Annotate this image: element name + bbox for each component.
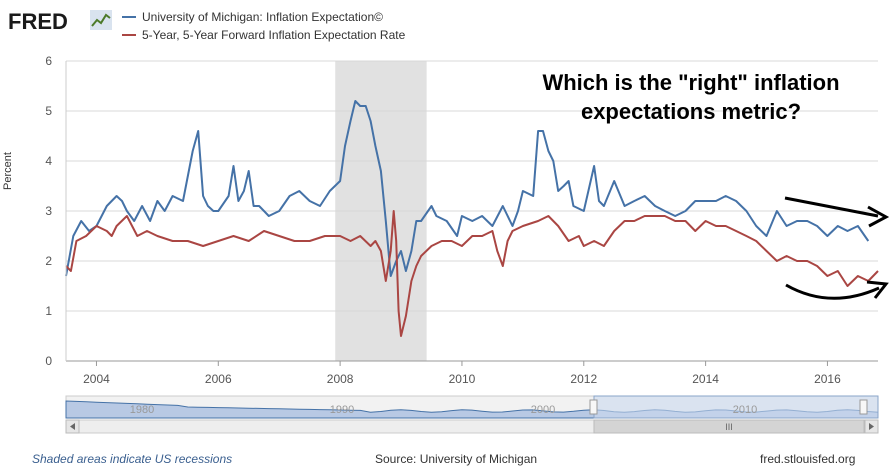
scrollbar-grip: III: [725, 422, 733, 432]
annotation-text: Which is the "right" inflation expectati…: [542, 70, 840, 124]
series-lines: [65, 100, 879, 337]
footer: Shaded areas indicate US recessions Sour…: [0, 448, 895, 466]
arrow-upper-line: [784, 196, 879, 218]
fred-logo[interactable]: FRED: [8, 9, 68, 34]
navigator-handle-left[interactable]: [589, 399, 598, 415]
series-line-1: [65, 100, 870, 277]
legend-item-michigan[interactable]: University of Michigan: Inflation Expect…: [122, 10, 383, 24]
navigator-label: 2000: [531, 404, 555, 416]
y-tick-label: 5: [45, 104, 52, 118]
axes: 0 1 2 3 4 5 6 2004 2006 2008 2010 2012 2014 2016: [45, 54, 878, 386]
y-axis-label: Percent: [2, 152, 14, 190]
line-chart-icon: [90, 10, 112, 30]
x-tick-label: 2006: [205, 372, 232, 386]
source-text: Source: University of Michigan: [375, 452, 538, 466]
scrollbar-thumb[interactable]: [593, 419, 865, 434]
navigator-label: 1990: [330, 404, 354, 416]
chevron-left-icon: [70, 423, 75, 430]
y-tick-label: 2: [45, 254, 52, 268]
navigator-label: 2010: [733, 404, 757, 416]
chart-header: FRED University of Michigan: Inflation E…: [0, 0, 895, 48]
recession-note: Shaded areas indicate US recessions: [32, 452, 233, 466]
annotation-arrows: [784, 196, 890, 300]
legend-label: University of Michigan: Inflation Expect…: [142, 10, 383, 24]
x-tick-label: 2012: [570, 372, 597, 386]
navigator-label: 1980: [130, 404, 154, 416]
x-tick-label: 2008: [327, 372, 354, 386]
y-tick-label: 4: [45, 154, 52, 168]
legend-swatch-red: [122, 33, 136, 36]
y-tick-label: 1: [45, 304, 52, 318]
x-tick-label: 2016: [814, 372, 841, 386]
site-link[interactable]: fred.stlouisfed.org: [760, 452, 856, 466]
y-tick-label: 0: [45, 354, 52, 368]
legend-item-5y5y[interactable]: 5-Year, 5-Year Forward Inflation Expecta…: [122, 28, 405, 42]
legend-label: 5-Year, 5-Year Forward Inflation Expecta…: [142, 28, 406, 42]
series-line-2: [65, 210, 879, 337]
arrow-upper-head: [867, 205, 890, 228]
arrow-lower-head: [866, 280, 889, 299]
line-chart: 0 1 2 3 4 5 6 2004 2006 2008 2010 2012 2014 2016 1980…: [45, 54, 890, 434]
x-tick-label: 2004: [83, 372, 110, 386]
x-tick-label: 2014: [692, 372, 719, 386]
legend-swatch-blue: [122, 15, 136, 18]
arrow-lower-line: [785, 283, 880, 300]
chevron-right-icon: [869, 423, 874, 430]
y-tick-label: 6: [45, 54, 52, 68]
navigator-handle-right[interactable]: [859, 399, 868, 415]
y-tick-label: 3: [45, 204, 52, 218]
x-tick-label: 2010: [449, 372, 476, 386]
